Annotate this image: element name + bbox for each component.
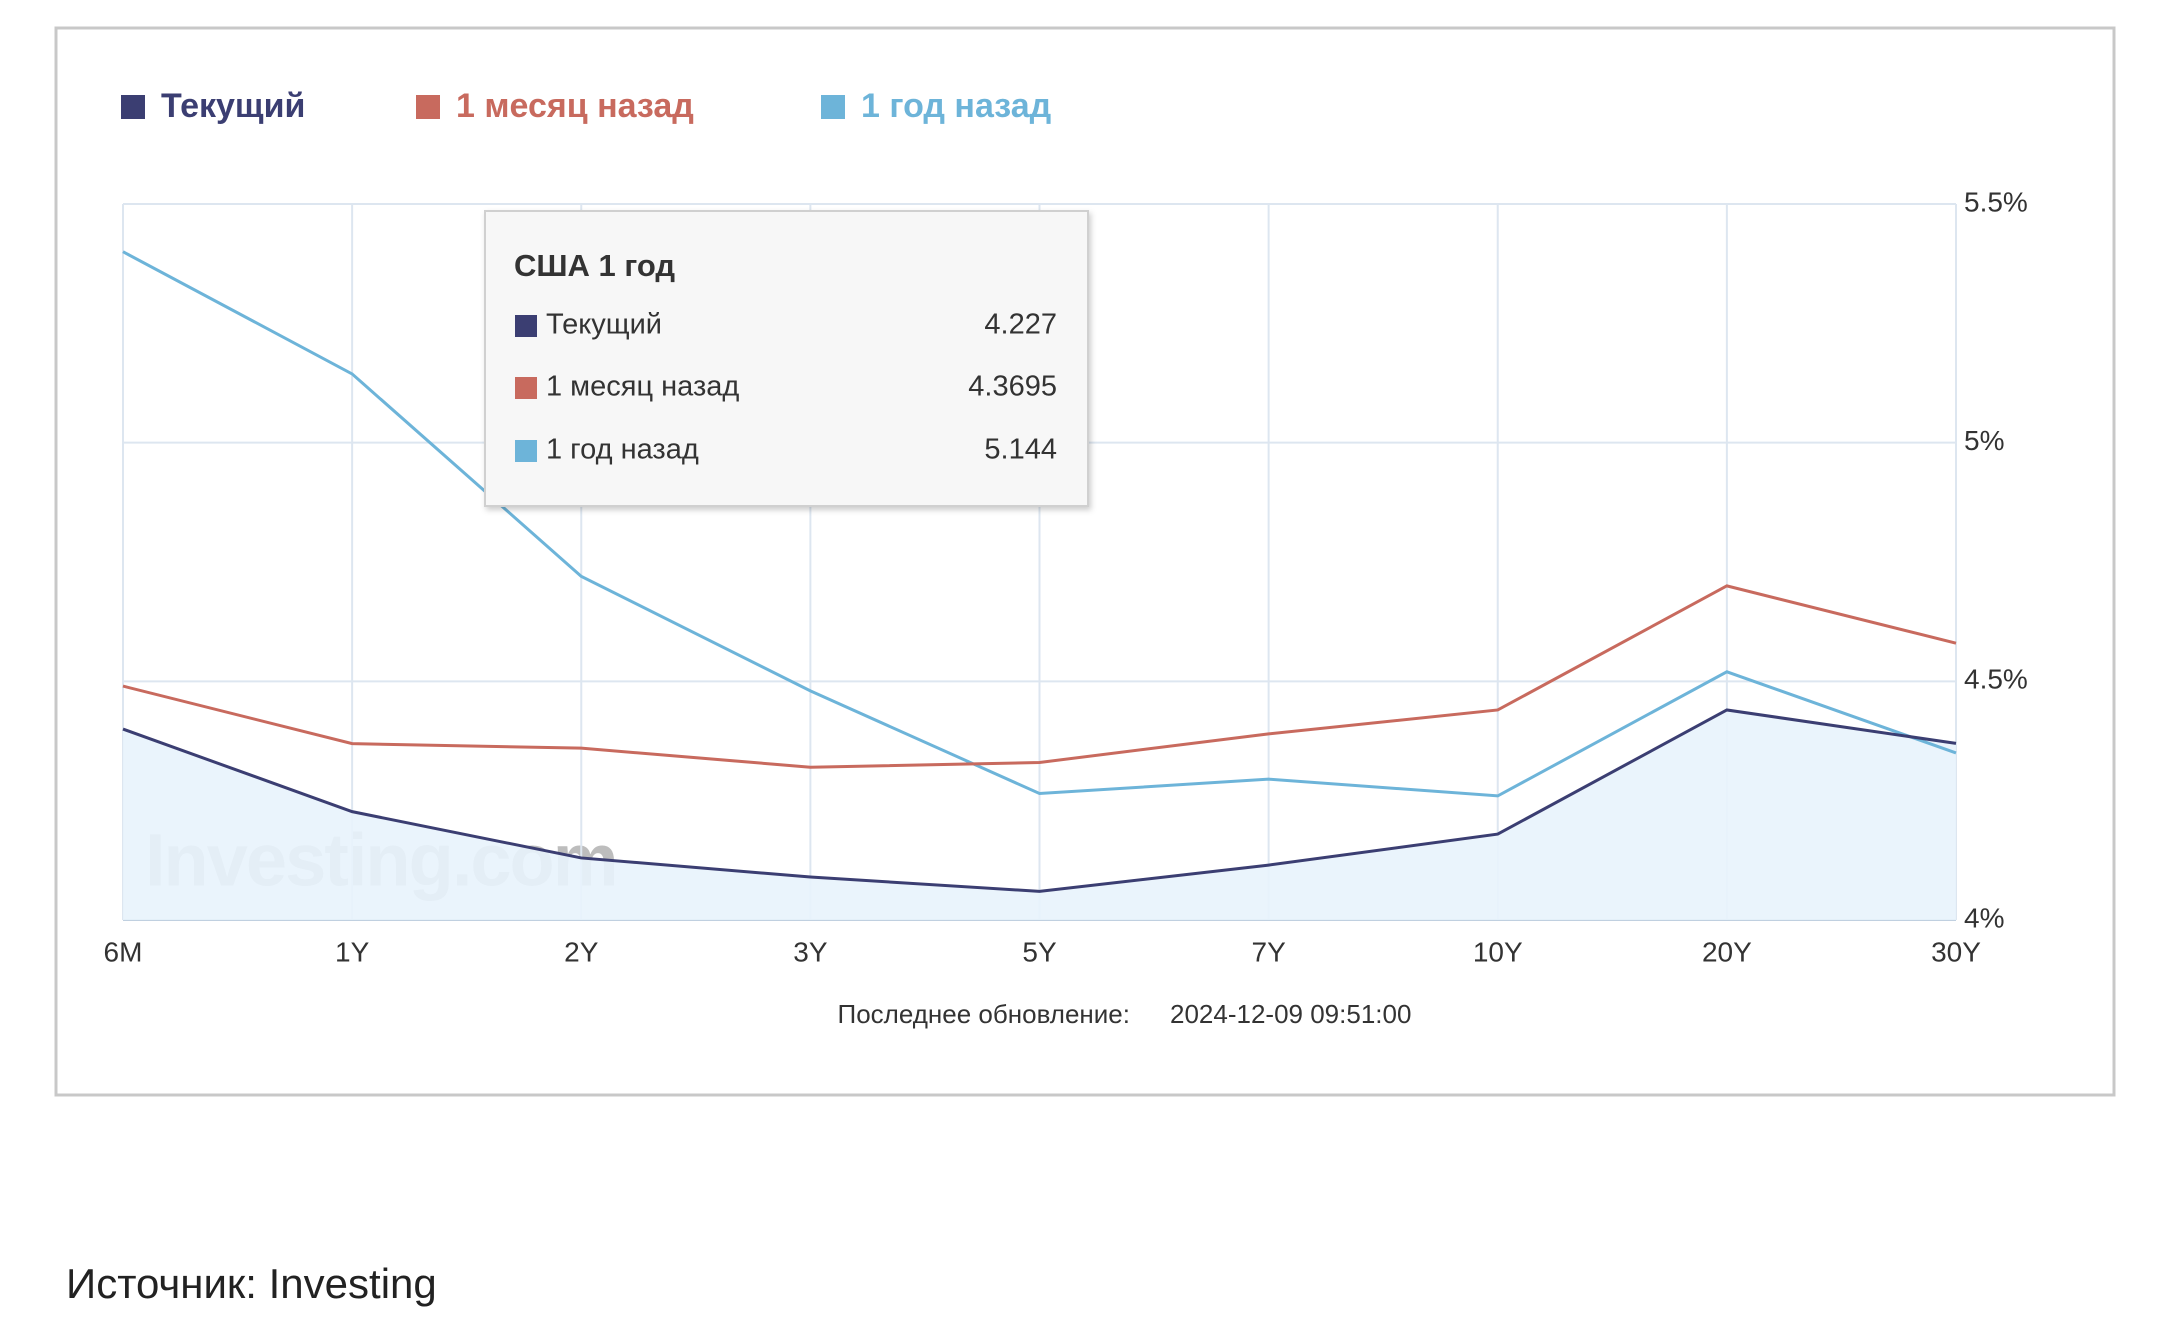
x-tick-label: 2Y [564, 936, 599, 967]
update-label: Последнее обновление: [838, 999, 1130, 1029]
tooltip-swatch [515, 440, 537, 462]
tooltip-name: Текущий [546, 309, 662, 341]
x-tick-label: 1Y [335, 936, 370, 967]
x-tick-label: 6M [104, 936, 143, 967]
legend-label: 1 месяц назад [456, 87, 694, 125]
tooltip-title: США 1 год [514, 248, 675, 283]
legend-label: Текущий [161, 87, 305, 125]
caption: Источник: Investing [66, 1260, 437, 1307]
legend-label: 1 год назад [861, 87, 1051, 125]
line [122, 708, 1957, 893]
x-tick-label: 30Y [1931, 936, 1981, 967]
tooltip-value: 5.144 [984, 434, 1057, 466]
tooltip-value: 4.227 [984, 309, 1057, 341]
line [122, 250, 1957, 798]
legend-swatch [416, 95, 440, 119]
x-tick-label: 7Y [1252, 936, 1287, 967]
area [123, 709, 1956, 920]
y-tick-label: 4.5% [1964, 664, 2028, 695]
x-tick-label: 3Y [793, 936, 828, 967]
y-tick-label: 5.5% [1964, 186, 2028, 217]
tooltip-box [484, 210, 1089, 507]
tooltip-value: 4.3695 [968, 371, 1057, 403]
plot: Investing.com4%4.5%5%5.5%6M1Y2Y3Y5Y7Y10Y… [104, 87, 2028, 967]
x-tick-label: 5Y [1022, 936, 1057, 967]
tooltip-swatch [515, 315, 537, 337]
y-tick-label: 4% [1964, 902, 2004, 933]
tooltip-name: 1 год назад [546, 434, 699, 466]
update-time: 2024-12-09 09:51:00 [1170, 999, 1411, 1029]
legend-swatch [821, 95, 845, 119]
x-tick-label: 20Y [1702, 936, 1752, 967]
y-tick-label: 5% [1964, 425, 2004, 456]
tooltip-swatch [515, 377, 537, 399]
tooltip-name: 1 месяц назад [546, 371, 739, 403]
x-tick-label: 10Y [1473, 936, 1523, 967]
line [122, 584, 1957, 769]
legend-swatch [121, 95, 145, 119]
